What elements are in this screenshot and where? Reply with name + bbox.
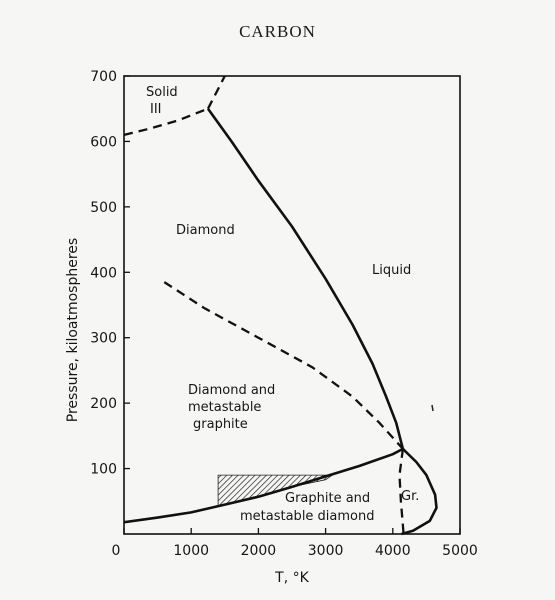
solid-boundary-2 xyxy=(401,447,438,536)
x-tick-label: 2000 xyxy=(241,543,277,559)
y-tick-label: 100 xyxy=(90,462,117,478)
region-label-solid: Solid xyxy=(146,85,178,100)
y-tick-label: 500 xyxy=(90,200,117,216)
region-label-gr: Gr. xyxy=(401,489,419,504)
x-tick-label: 3000 xyxy=(308,543,344,559)
axis-ticks xyxy=(123,75,461,534)
page-title: CARBON xyxy=(239,22,316,41)
x-tick-label: 0 xyxy=(112,543,121,559)
dashed-boundary-3 xyxy=(123,107,209,137)
y-tick-label: 300 xyxy=(90,331,117,347)
x-tick-label: 4000 xyxy=(375,543,411,559)
x-tick-label: 5000 xyxy=(442,543,478,559)
region-label-metastable-diamond: metastable diamond xyxy=(240,509,375,524)
region-label-graphite: graphite xyxy=(193,417,248,432)
x-axis-title: T, °K xyxy=(274,570,309,586)
region-label-liquid: Liquid xyxy=(372,263,411,278)
plot-frame xyxy=(123,75,461,535)
region-label-metastable: metastable xyxy=(188,400,261,415)
solid-boundary-1 xyxy=(206,107,405,450)
y-tick-labels: 100 200 300 400 500 600 700 xyxy=(90,69,117,478)
region-label-diamond: Diamond xyxy=(176,223,235,238)
x-tick-label: 1000 xyxy=(173,543,209,559)
dashed-boundary-5 xyxy=(163,281,404,450)
solid-boundary-0 xyxy=(123,447,404,524)
y-tick-label: 700 xyxy=(90,69,117,85)
y-tick-label: 200 xyxy=(90,396,117,412)
region-label-solid-iii: III xyxy=(150,102,162,117)
y-axis-title: Pressure, kiloatmospheres xyxy=(65,238,81,422)
dashed-boundary-4 xyxy=(206,75,226,110)
stray-mark xyxy=(431,404,434,412)
phase-boundaries xyxy=(123,75,438,536)
region-label-graphite-and: Graphite and xyxy=(285,491,370,506)
y-tick-label: 400 xyxy=(90,265,117,281)
x-tick-labels: 0 1000 2000 3000 4000 5000 xyxy=(112,543,478,559)
y-tick-label: 600 xyxy=(90,134,117,150)
region-label-diamond-and: Diamond and xyxy=(188,383,275,398)
